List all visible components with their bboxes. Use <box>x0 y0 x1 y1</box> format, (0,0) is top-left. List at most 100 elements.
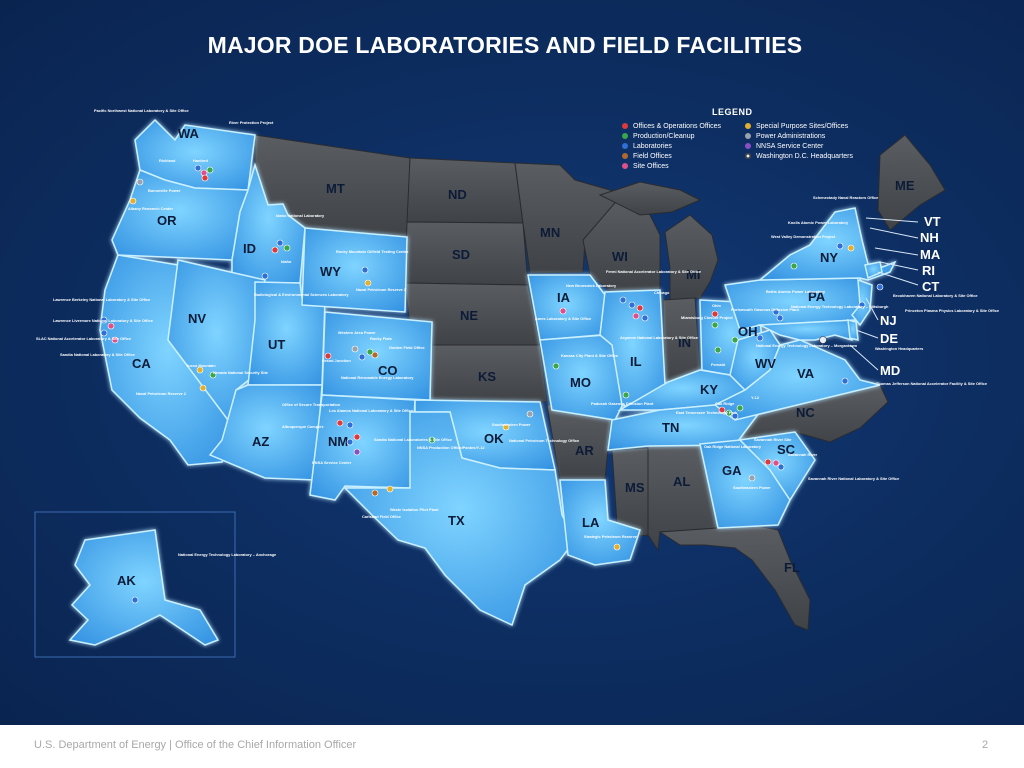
state-label-or: OR <box>157 213 177 228</box>
label-netl-pgh: National Energy Technology Laboratory – … <box>791 304 889 309</box>
label-lbnl: Lawrence Berkeley National Laboratory & … <box>53 297 151 302</box>
label-ettp: East Tennessee Technology Park <box>676 410 738 415</box>
label-resl: Radiological & Environmental Sciences La… <box>254 292 349 297</box>
marker-miamisburg <box>711 321 719 329</box>
marker-lanl <box>346 421 354 429</box>
marker-y12 <box>736 404 744 412</box>
marker-rocky-flats <box>366 348 374 356</box>
state-label-me: ME <box>895 178 915 193</box>
label-richland: Richland <box>159 158 176 163</box>
legend-item-nnsa: NNSA Service Center <box>745 143 823 150</box>
marker-ames <box>559 307 567 315</box>
marker-hanford <box>206 166 214 174</box>
state-label-az: AZ <box>252 434 269 449</box>
marker-ost <box>336 419 344 427</box>
state-label-ga: GA <box>722 463 742 478</box>
marker-ohio <box>711 310 719 318</box>
legend-item-power: Power Administrations <box>745 133 825 140</box>
state-label-fl: FL <box>784 560 800 575</box>
marker-portsmouth <box>731 336 739 344</box>
state-ct <box>864 261 883 280</box>
label-npr2: Naval Petroleum Reserve 2 <box>136 391 187 396</box>
legend-dot-icon <box>622 153 628 159</box>
label-sepa: Southeastern Power <box>733 485 771 490</box>
marker-pppl <box>858 301 866 309</box>
marker-nnss <box>209 371 217 379</box>
marker-bonneville <box>136 178 144 186</box>
legend-item-offices: Offices & Operations Offices <box>622 123 721 130</box>
marker-western <box>351 345 359 353</box>
marker-nbl <box>628 301 636 309</box>
marker-jlab <box>841 377 849 385</box>
marker-kc-plant <box>552 362 560 370</box>
state-label-ks: KS <box>478 369 496 384</box>
marker-oak-ridge1 <box>718 406 726 414</box>
label-ohio: Ohio <box>712 303 721 308</box>
marker-npr3 <box>364 279 372 287</box>
marker-chicago1 <box>636 304 644 312</box>
marker-resl <box>261 272 269 280</box>
label-golden: Golden Field Office <box>389 345 426 350</box>
label-nnss: Nevada National Security Site <box>213 370 269 375</box>
legend-item-special-purpose: Special Purpose Sites/Offices <box>745 123 848 130</box>
label-npr3: Naval Petroleum Reserve 3 <box>356 287 407 292</box>
state-label-ny: NY <box>820 250 838 265</box>
label-ornl: Oak Ridge National Laboratory <box>704 444 762 449</box>
label-spr: Strategic Petroleum Reserve <box>584 534 638 539</box>
state-mi-up <box>598 181 702 216</box>
state-label-mo: MO <box>570 375 591 390</box>
label-idaho: Idaho <box>281 259 292 264</box>
marker-argonne <box>641 314 649 322</box>
label-pppl: Princeton Plasma Physics Laboratory & Si… <box>905 308 1000 313</box>
state-label-ca: CA <box>132 356 151 371</box>
label-carlsbad: Carlsbad Field Office <box>362 514 402 519</box>
footer-text: U.S. Department of Energy | Office of th… <box>34 739 357 751</box>
label-schenectady: Schenectady Naval Reactors Office <box>813 195 879 200</box>
state-label-ak: AK <box>117 573 136 588</box>
state-labels: WA OR CA ID NV MT WY UT AZ CO NM ND SD N… <box>117 126 915 588</box>
marker-pantex <box>428 436 436 444</box>
state-mi <box>664 214 719 301</box>
state-label-sd: SD <box>452 247 470 262</box>
marker-nnsa-sc <box>353 448 361 456</box>
state-ak <box>68 529 220 646</box>
state-label-id: ID <box>243 241 256 256</box>
marker-slac <box>100 329 108 337</box>
legend-dot-icon <box>745 143 751 149</box>
map-slide: WA OR CA ID NV MT WY UT AZ CO NM ND SD N… <box>0 0 1024 725</box>
label-slac: SLAC National Accelerator Laboratory & S… <box>36 336 132 341</box>
marker-schenectady <box>847 244 855 252</box>
label-albuquerque: Albuquerque Complex <box>282 424 324 429</box>
state-label-nc: NC <box>796 405 815 420</box>
state-sc <box>738 431 816 502</box>
marker-swpa <box>526 410 534 418</box>
state-label-ms: MS <box>625 480 645 495</box>
marker-sepa <box>748 474 756 482</box>
marker-golden <box>371 351 379 359</box>
marker-llnl <box>107 322 115 330</box>
marker-grand-junction <box>324 352 332 360</box>
marker-ornl <box>731 412 739 420</box>
marker-nptec <box>502 423 510 431</box>
state-label-va: VA <box>797 366 815 381</box>
label-knolls: Knolls Atomic Power Laboratory <box>788 220 849 225</box>
state-label-ar: AR <box>575 443 594 458</box>
label-nnsa-sc: NNSA Service Center <box>312 460 352 465</box>
alaska-inset-frame <box>34 511 236 658</box>
page-title: MAJOR DOE LABORATORIES AND FIELD FACILIT… <box>207 32 803 58</box>
state-de <box>847 319 859 341</box>
marker-fermi <box>619 296 627 304</box>
state-label-nd: ND <box>448 187 467 202</box>
state-ny <box>757 207 897 281</box>
marker-bnl <box>876 283 884 291</box>
legend-item-laboratories: Laboratories <box>622 143 672 150</box>
label-albany: Albany Research Center <box>128 206 173 211</box>
label-llnl: Lawrence Livermore National Laboratory &… <box>53 318 154 323</box>
state-label-al: AL <box>673 474 690 489</box>
marker-netl-ak <box>131 596 139 604</box>
facility-markers <box>100 164 884 604</box>
label-inl: Idaho National Laboratory <box>276 213 325 218</box>
marker-ettp <box>725 409 733 417</box>
label-hanford: Hanford <box>193 158 209 163</box>
legend-item-field-offices: Field Offices <box>622 153 672 160</box>
